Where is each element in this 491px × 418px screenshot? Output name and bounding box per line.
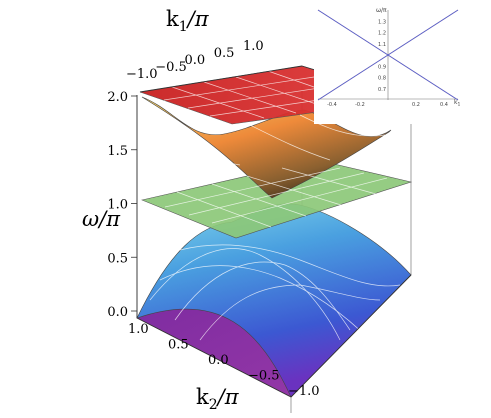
inset-series-line: [317, 9, 459, 101]
inset-x-tick-label: -0.4: [327, 102, 337, 108]
inset-y-tick-label: 0.9: [378, 64, 386, 70]
inset-y-tick-label: 0.7: [378, 87, 386, 93]
bounding-box-front: [136, 65, 412, 398]
k1-tick-label: −0.5: [155, 60, 187, 75]
inset-y-tick-label: 1.3: [378, 19, 386, 25]
z-axis-ticks: 0.0 0.5 1.0 1.5 2.0: [107, 90, 137, 320]
k1-tick-label: 0.0: [185, 53, 206, 68]
k2-axis-ticks: 1.0 0.5 0.0 −0.5 −1.0: [128, 322, 320, 399]
inset-background: [314, 4, 478, 124]
k2-tick-label: 0.0: [208, 353, 229, 368]
k1-axis-title: k1/π: [166, 7, 210, 35]
inset-chart: -0.4 -0.2 0.2 0.4 0.7 0.8 0.9 1.1 1.2 1.3: [317, 9, 459, 108]
k1-tick-label: 1.0: [243, 39, 264, 54]
inset-x-tick-label: -0.2: [355, 102, 365, 108]
k1-axis-ticks: −1.0−0.50.0 0.5 1.0: [126, 39, 264, 82]
z-tick-label: 1.5: [107, 144, 128, 159]
z-tick-label: 0.5: [107, 251, 128, 266]
inset-x-axis-title: k1: [454, 99, 460, 108]
k1-tick-label: 0.5: [214, 46, 235, 61]
z-tick-label: 1.0: [107, 198, 128, 213]
inset-x-tick-label: 0.2: [412, 102, 420, 108]
inset-y-tick-label: 1.2: [378, 31, 386, 37]
k2-tick-label: −0.5: [248, 369, 280, 384]
k2-tick-label: −1.0: [288, 384, 320, 399]
inset-y-axis-title: ω/π: [376, 7, 387, 14]
k2-tick-label: 0.5: [168, 338, 189, 353]
z-axis-title: ω/π: [82, 207, 121, 231]
inset-plot: -0.4 -0.2 0.2 0.4 0.7 0.8 0.9 1.1 1.2 1.3 ω/π k1: [314, 4, 478, 124]
k2-tick-label: 1.0: [128, 322, 149, 337]
inset-y-tick-label: 1.1: [378, 42, 386, 48]
inset-x-tick-label: 0.4: [440, 102, 448, 108]
k1-tick-label: −1.0: [126, 67, 158, 82]
z-tick-label: 0.0: [107, 305, 128, 320]
inset-y-tick-label: 0.8: [378, 76, 386, 82]
k2-axis-title: k2/π: [196, 385, 240, 413]
z-tick-label: 2.0: [107, 90, 128, 105]
